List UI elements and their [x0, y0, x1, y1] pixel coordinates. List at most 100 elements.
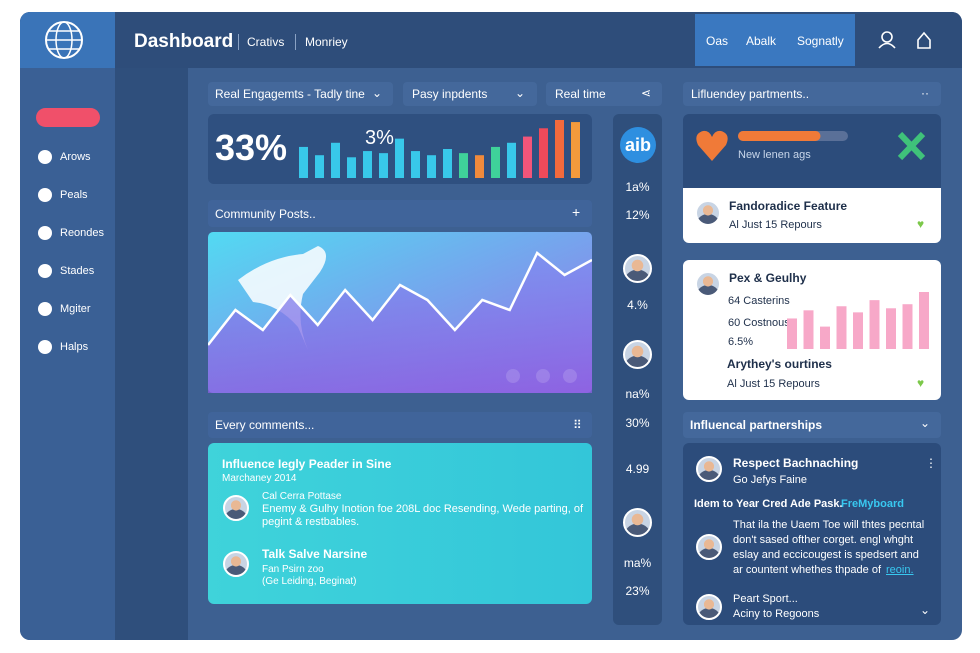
bottom-sub: Aciny to Regoons — [733, 608, 820, 620]
stat-value: 1a% — [625, 180, 650, 194]
bar — [331, 142, 340, 178]
avatar — [696, 594, 722, 620]
nav-item[interactable]: Peals — [60, 189, 88, 201]
bar — [523, 136, 532, 178]
tab[interactable]: Crativs — [247, 35, 285, 49]
bar — [803, 310, 814, 349]
stats-column — [613, 114, 662, 625]
partner-icons — [696, 130, 926, 161]
sidebar — [20, 68, 115, 640]
avatar — [696, 456, 722, 482]
nav-item[interactable]: Arows — [60, 151, 91, 163]
card-line: 6.5% — [728, 336, 754, 348]
avatar — [695, 271, 721, 297]
feature-sub: Al Just 15 Repours — [729, 219, 822, 231]
section-header — [208, 412, 592, 438]
filter-label[interactable]: Pasy inpdents — [412, 87, 488, 101]
filter-label[interactable]: Real Engagemts - Tadly tine — [215, 87, 365, 101]
search[interactable] — [36, 108, 100, 127]
nav-item[interactable]: Halps — [60, 341, 89, 353]
bar — [869, 300, 880, 349]
chevron[interactable]: ⌄ — [920, 603, 931, 617]
comment-date: Marchaney 2014 — [222, 473, 297, 484]
filter[interactable] — [546, 82, 662, 106]
nav-item[interactable]: Mgiter — [60, 303, 91, 315]
bar — [919, 292, 929, 349]
more-icon[interactable]: ·· — [921, 86, 929, 100]
bar — [411, 151, 420, 178]
filter[interactable] — [403, 82, 537, 106]
bar — [443, 149, 452, 178]
big-value: 33% — [215, 127, 288, 168]
comment-text: (Ge Leiding, Beginat) — [262, 576, 357, 587]
area-fill — [208, 253, 592, 393]
section-title: Every comments... — [215, 418, 315, 432]
card-line: 64 Casterins — [728, 295, 790, 307]
area-chart — [208, 232, 592, 393]
influencer-card — [683, 443, 941, 625]
more-icon[interactable]: ⋮ — [925, 456, 937, 470]
separator — [238, 34, 239, 50]
card-sub: Al Just 15 Repours — [727, 378, 820, 390]
like-icon[interactable]: ♥ — [917, 376, 925, 390]
paragraph-line: don't sased ofther corget. engl whght — [733, 534, 914, 546]
progress-label: New lenen ags — [738, 149, 811, 161]
tab[interactable]: Monriey — [305, 35, 348, 49]
nav-item[interactable]: Stades — [60, 265, 95, 277]
nav-icon — [38, 226, 52, 240]
bar — [347, 157, 356, 178]
feature-row — [683, 188, 941, 243]
nav-icon — [38, 302, 52, 316]
sub-sidebar — [115, 68, 188, 640]
bar — [315, 155, 324, 178]
influencer-sub: Go Jefys Faine — [733, 474, 807, 486]
stat-value: 12% — [625, 208, 650, 222]
chevron: ⌄ — [372, 86, 383, 100]
bar — [853, 312, 863, 349]
like-icon[interactable]: ♥ — [917, 217, 925, 231]
filter[interactable] — [208, 82, 393, 106]
grid-icon[interactable]: ⠿ — [573, 418, 582, 432]
nav-icon — [38, 150, 52, 164]
comment-text: Fan Psirn zoo — [262, 564, 324, 575]
button[interactable]: Sognatly — [797, 34, 844, 48]
influencer-name: Respect Bachnaching — [733, 456, 859, 470]
comment-heading: Influence Iegly Peader in Sine — [222, 457, 392, 471]
link[interactable]: FreMyboard — [841, 498, 904, 510]
filter-label[interactable]: Real time — [555, 87, 606, 101]
bar — [507, 142, 516, 178]
chevron[interactable]: ⌄ — [920, 416, 931, 430]
bar — [555, 120, 564, 178]
stat-value: 4.% — [627, 298, 648, 312]
share-icon[interactable]: ⋖ — [641, 86, 652, 100]
chart-control — [536, 369, 550, 383]
add-icon[interactable]: + — [572, 204, 581, 220]
paragraph-line: eslay and eccicougest is spedsert and — [733, 549, 919, 561]
button[interactable]: Oas — [706, 34, 729, 48]
link[interactable]: reoin. — [886, 564, 914, 576]
comment-text: pegint & restbables. — [262, 516, 360, 528]
stat-value: 30% — [625, 416, 650, 430]
area-line — [208, 251, 592, 346]
header-icons[interactable] — [878, 31, 938, 51]
bar — [379, 153, 388, 178]
bar — [787, 318, 797, 349]
avatar — [223, 551, 249, 577]
paragraph-line: ar countent whethes thpade of — [733, 564, 881, 576]
title: Dashboard — [134, 31, 234, 52]
section-header — [208, 200, 592, 227]
section-header — [683, 82, 941, 106]
stat-value: ma% — [623, 556, 652, 570]
pink-bars — [787, 292, 929, 349]
stats-logo: aib — [620, 127, 656, 163]
stat-value: 23% — [625, 584, 650, 598]
stat-value: na% — [625, 387, 650, 401]
bar — [836, 306, 847, 349]
avatar — [623, 340, 652, 369]
nav-icon — [38, 340, 52, 354]
comment-name: Cal Cerra Pottase — [262, 491, 342, 502]
nav-item[interactable]: Reondes — [60, 227, 105, 239]
card-title: Pex & Geulhy — [729, 271, 807, 285]
button[interactable]: Abalk — [746, 34, 777, 48]
bottom-name: Peart Sport... — [733, 593, 798, 605]
